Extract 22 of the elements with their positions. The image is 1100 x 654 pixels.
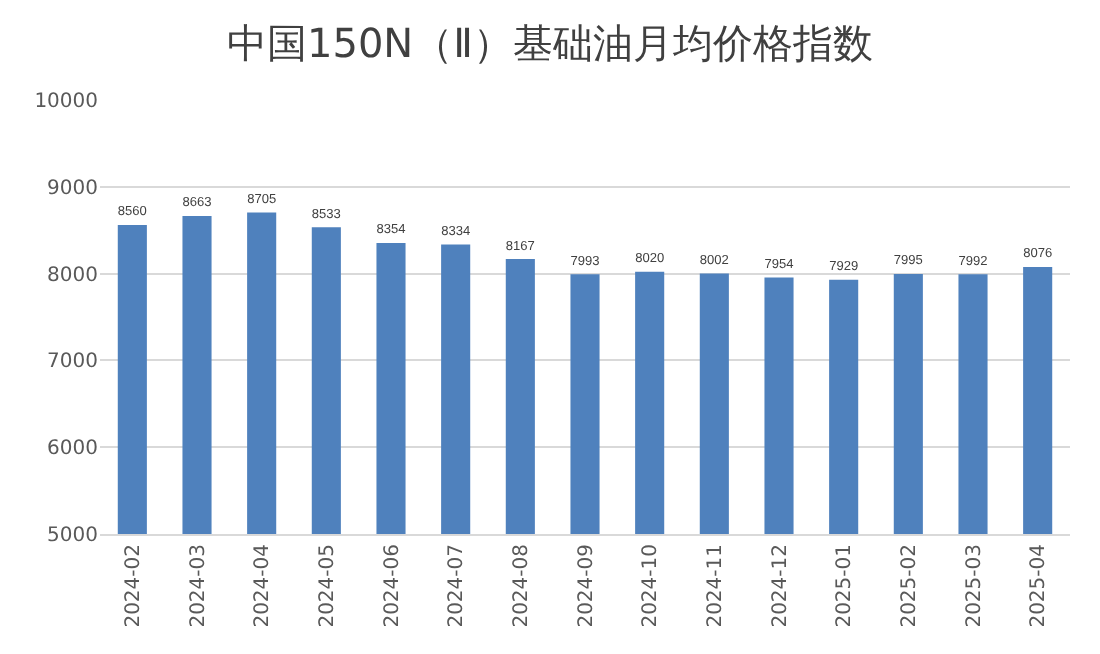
- x-tick-label: 2024-04: [252, 544, 275, 628]
- x-tick-label: 2024-08: [510, 544, 533, 628]
- x-tick-label: 2025-01: [834, 544, 857, 628]
- y-tick-label: 8000: [47, 264, 98, 287]
- x-tick-label: 2024-10: [640, 544, 663, 628]
- y-tick-label: 9000: [47, 177, 98, 200]
- x-tick-label: 2025-04: [1028, 544, 1051, 628]
- x-tick-label: 2024-02: [122, 544, 145, 628]
- x-tick-label: 2024-03: [187, 544, 210, 628]
- x-tick-label: 2024-09: [575, 544, 598, 628]
- x-tick-label: 2025-03: [963, 544, 986, 628]
- x-tick-label: 2024-05: [316, 544, 339, 628]
- chart-title: 中国150N（Ⅱ）基础油月均价格指数: [227, 19, 873, 68]
- x-tick-label: 2024-06: [381, 544, 404, 628]
- y-tick-label: 10000: [34, 91, 98, 113]
- y-tick-label: 7000: [47, 351, 98, 374]
- x-tick-label: 2024-07: [446, 544, 469, 628]
- x-tick-label: 2025-02: [898, 544, 921, 628]
- x-tick-label: 2024-12: [769, 544, 792, 628]
- x-tick-label: 2024-11: [704, 544, 727, 628]
- y-tick-label: 6000: [47, 438, 98, 461]
- y-tick-label: 5000: [47, 525, 98, 547]
